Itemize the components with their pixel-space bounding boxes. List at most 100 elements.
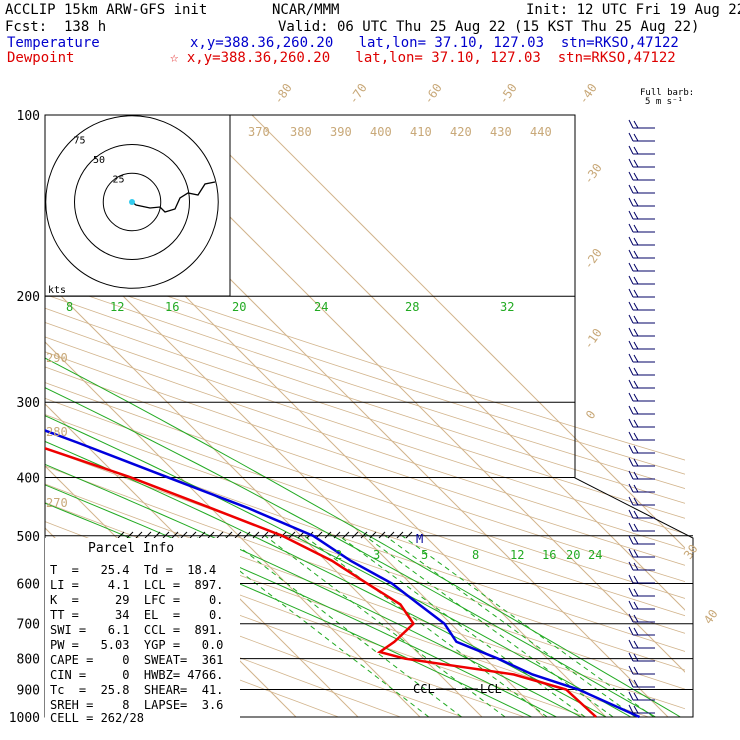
hatch-mark: [162, 531, 170, 539]
wind-barb: [628, 353, 634, 363]
wind-barb: [633, 250, 639, 259]
hatch-mark: [207, 531, 215, 539]
wind-barb: [628, 249, 634, 259]
isotherm-label: 30: [681, 542, 701, 562]
mixing-ratio-label: 12: [510, 548, 524, 562]
parcel-row: TT = 34 EL = 0.: [50, 608, 223, 622]
theta-label: 440: [530, 125, 552, 139]
forecast-hour: Fcst: 138 h: [5, 19, 107, 35]
wind-barb: [628, 561, 634, 571]
wind-barb: [628, 548, 634, 558]
isotherm-label: -80: [271, 81, 295, 107]
wind-barb: [628, 288, 634, 298]
wind-barb: [628, 704, 634, 714]
pressure-tick-label: 500: [17, 530, 40, 545]
theta-label: 420: [450, 125, 472, 139]
wind-barb: [628, 418, 634, 428]
dry-adiabat: [45, 293, 685, 504]
wind-barb: [628, 379, 634, 389]
wind-barb: [628, 223, 634, 233]
pressure-tick-label: 600: [17, 577, 40, 592]
parcel-row: T = 25.4 Td = 18.4: [50, 563, 216, 577]
wind-barb: [633, 315, 639, 324]
mixing-ratio-label: 20: [566, 548, 580, 562]
dry-adiabat: [45, 253, 685, 461]
wind-barb: [633, 471, 639, 480]
theta-label: 280: [46, 425, 68, 439]
mixing-ratio-label: 16: [542, 548, 556, 562]
isotherm-label: -30: [581, 161, 605, 187]
wind-barb: [628, 457, 634, 467]
parcel-row: PW = 5.03 YGP = 0.0: [50, 638, 223, 652]
dry-adiabat: [45, 366, 685, 583]
pressure-tick-label: 800: [17, 653, 40, 668]
pressure-tick-label: 200: [17, 290, 40, 305]
moist-adiabat-label: 8: [66, 300, 73, 314]
wind-barb: [628, 444, 634, 454]
wind-barb: [628, 236, 634, 246]
mixing-ratio-line: [224, 535, 462, 718]
dry-adiabat: [45, 581, 401, 718]
hatch-mark: [369, 531, 377, 539]
pressure-tick-label: 1000: [9, 711, 40, 726]
wind-barb: [633, 224, 639, 233]
org-label: NCAR/MMM: [272, 2, 340, 18]
wind-barb: [633, 393, 639, 402]
dry-adiabat: [45, 336, 685, 550]
mixing-ratio-label: 8: [472, 548, 479, 562]
wind-barb: [633, 120, 639, 129]
wind-barb: [633, 419, 639, 428]
dry-adiabat: [45, 447, 685, 671]
hodograph-ring: [45, 115, 219, 289]
wind-barb: [628, 158, 634, 168]
wind-barb: [633, 692, 639, 701]
wind-barb: [628, 275, 634, 285]
hatch-mark: [405, 531, 413, 539]
wind-barb: [633, 653, 639, 662]
dry-adiabat: [45, 322, 685, 535]
hatch-mark: [351, 531, 359, 539]
isotherm-line: [45, 341, 421, 718]
wind-barb: [633, 211, 639, 220]
parcel-row: K = 29 LFC = 0.: [50, 593, 223, 607]
isotherm-label: -50: [496, 81, 520, 107]
wind-barb: [628, 587, 634, 597]
hodograph-units: kts: [48, 285, 66, 296]
pressure-tick-label: 300: [17, 396, 40, 411]
parcel-row: Tc = 25.8 SHEAR= 41.: [50, 683, 223, 697]
wind-barb: [628, 652, 634, 662]
hodograph-ring-label: 50: [93, 155, 105, 166]
wind-barb: [633, 458, 639, 467]
lcl-marker: LCL: [480, 682, 502, 696]
wind-barb: [628, 366, 634, 376]
theta-label: 410: [410, 125, 432, 139]
wind-barb: [628, 691, 634, 701]
hodograph-ring-label: 25: [113, 175, 125, 186]
pressure-tick-label: 400: [17, 471, 40, 486]
ccl-marker: CCL: [413, 682, 435, 696]
mixing-ratio-label: 24: [588, 548, 602, 562]
legend-temperature-info: x,y=388.36,260.20 lat,lon= 37.10, 127.03…: [190, 35, 679, 51]
wind-barb: [628, 197, 634, 207]
wind-barb: [633, 133, 639, 142]
hatch-mark: [216, 531, 224, 539]
theta-label: 290: [46, 351, 68, 365]
isotherm-label: -10: [581, 326, 605, 352]
dry-adiabat: [45, 267, 685, 475]
legend-dewpoint-info: ☆ x,y=388.36,260.20 lat,lon= 37.10, 127.…: [170, 50, 676, 66]
barb-legend-line2: 5 m s⁻¹: [645, 97, 683, 107]
wind-barb: [628, 509, 634, 519]
storm-motion-dot: [129, 199, 135, 205]
isotherm-line: [45, 217, 545, 718]
hatch-mark: [243, 531, 251, 539]
wind-barb: [628, 327, 634, 337]
wind-barb: [633, 614, 639, 623]
hatch-mark: [225, 531, 233, 539]
hodograph-trace: [131, 181, 216, 213]
dry-adiabat: [45, 430, 685, 652]
wind-barb: [633, 510, 639, 519]
wind-barb: [633, 445, 639, 454]
hatch-mark: [360, 531, 368, 539]
wind-barb: [633, 588, 639, 597]
hatch-mark: [117, 531, 125, 539]
